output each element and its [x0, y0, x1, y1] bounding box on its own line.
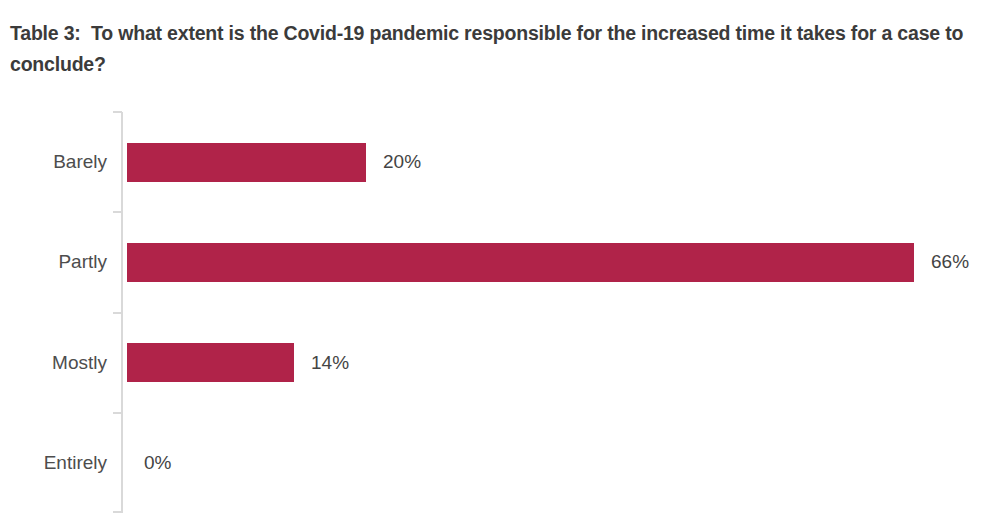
bar-track: 20%: [127, 112, 991, 212]
value-label-entirely: 0%: [144, 452, 171, 474]
bar-row-entirely: Entirely 0%: [0, 413, 991, 513]
bar-mostly: [127, 343, 294, 382]
bar-partly: [127, 243, 914, 282]
bar-row-mostly: Mostly 14%: [0, 313, 991, 413]
category-label-mostly: Mostly: [0, 352, 107, 374]
category-label-barely: Barely: [0, 151, 107, 173]
plot-area: Barely 20% Partly 66% Mostly 14% Entirel…: [0, 112, 991, 513]
chart-figure: Table 3: To what extent is the Covid-19 …: [0, 0, 991, 530]
bar-track: 0%: [127, 413, 991, 513]
value-label-partly: 66%: [931, 251, 969, 273]
bar-row-partly: Partly 66%: [0, 212, 991, 312]
bar-track: 66%: [127, 212, 991, 312]
category-label-partly: Partly: [0, 251, 107, 273]
chart-title: Table 3: To what extent is the Covid-19 …: [10, 18, 978, 80]
bar-barely: [127, 143, 366, 182]
bar-row-barely: Barely 20%: [0, 112, 991, 212]
value-label-barely: 20%: [383, 151, 421, 173]
value-label-mostly: 14%: [311, 352, 349, 374]
category-label-entirely: Entirely: [0, 452, 107, 474]
bar-track: 14%: [127, 313, 991, 413]
